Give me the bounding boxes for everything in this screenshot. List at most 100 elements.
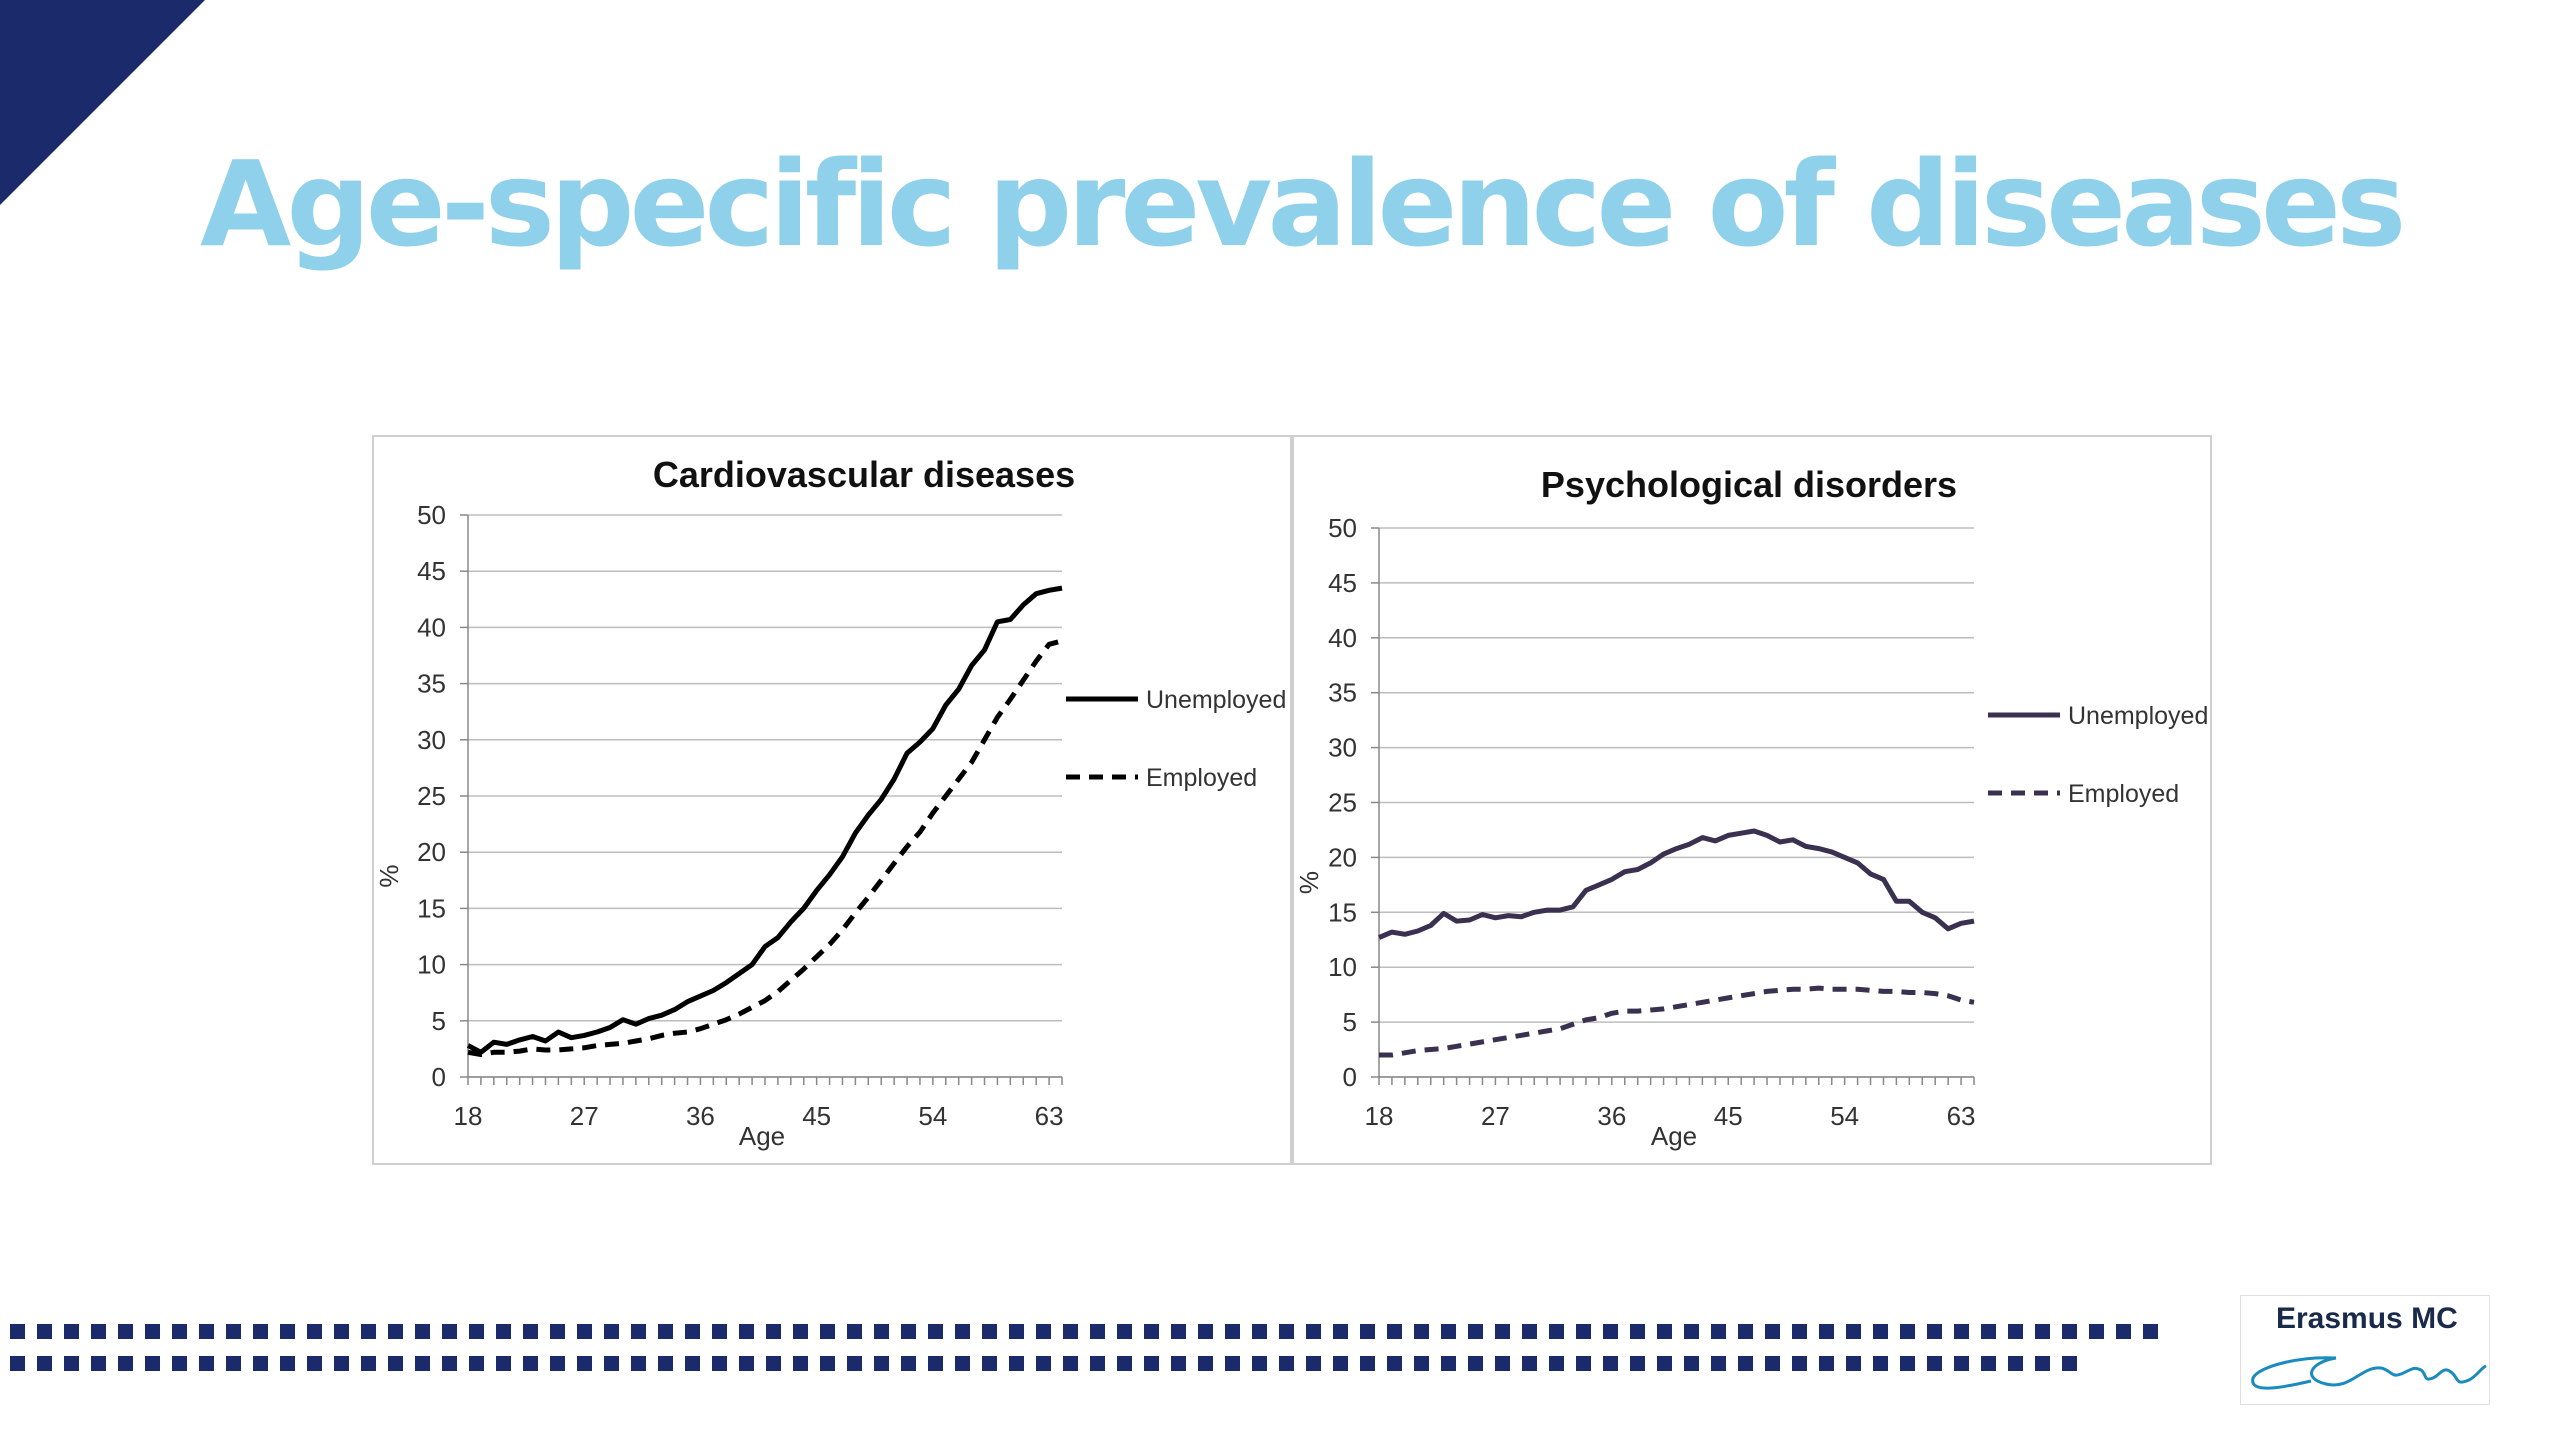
footer-dot <box>658 1356 673 1371</box>
footer-dot <box>901 1324 916 1339</box>
footer-dot <box>10 1324 25 1339</box>
psychological-chart: Psychological disorders 0 5 10 15 20 25 30 35 40 4… <box>1294 464 2208 1151</box>
y-tick-label: 25 <box>417 781 446 811</box>
footer-dot <box>1252 1324 1267 1339</box>
footer-dot <box>1279 1324 1294 1339</box>
footer-dot <box>658 1324 673 1339</box>
footer-dot <box>1684 1356 1699 1371</box>
footer-dot <box>550 1356 565 1371</box>
footer-dot <box>91 1356 106 1371</box>
footer-dot <box>982 1324 997 1339</box>
footer-dot <box>739 1356 754 1371</box>
footer-dot <box>469 1356 484 1371</box>
footer-dot <box>685 1324 700 1339</box>
footer-dot <box>496 1324 511 1339</box>
footer-dot <box>1819 1324 1834 1339</box>
y-tick-label: 35 <box>417 669 446 699</box>
footer-dot <box>928 1324 943 1339</box>
series-line-unemployed <box>466 585 1063 1055</box>
y-tick-label: 10 <box>417 950 446 980</box>
psychological-chart-panel: Psychological disorders 0 5 10 15 20 25 30 35 40 4… <box>1292 435 2212 1165</box>
footer-dot <box>1387 1356 1402 1371</box>
footer-dot <box>1927 1324 1942 1339</box>
footer-dot <box>388 1356 403 1371</box>
x-tick-label: 27 <box>1481 1101 1510 1131</box>
footer-dot <box>982 1356 997 1371</box>
footer-dot <box>1090 1356 1105 1371</box>
footer-dot <box>361 1324 376 1339</box>
footer-dot <box>1306 1324 1321 1339</box>
footer-dot <box>2062 1324 2077 1339</box>
footer-dot <box>631 1356 646 1371</box>
footer-dot <box>739 1324 754 1339</box>
x-axis-label: Age <box>1651 1121 1697 1151</box>
footer-dot <box>874 1324 889 1339</box>
y-tick-label: 5 <box>1343 1007 1357 1037</box>
footer-dot <box>631 1324 646 1339</box>
footer-dot <box>199 1356 214 1371</box>
y-tick-label: 40 <box>417 612 446 642</box>
footer-dot <box>712 1324 727 1339</box>
footer-dot <box>523 1356 538 1371</box>
footer-dot <box>1468 1356 1483 1371</box>
footer-dot <box>1333 1324 1348 1339</box>
footer-dot <box>550 1324 565 1339</box>
footer-dot <box>253 1324 268 1339</box>
footer-dot <box>1630 1356 1645 1371</box>
x-tick-label: 18 <box>454 1101 483 1131</box>
footer-dot <box>253 1356 268 1371</box>
footer-dot <box>2116 1324 2131 1339</box>
footer-dot <box>2008 1356 2023 1371</box>
y-tick-label: 45 <box>417 556 446 586</box>
footer-dot <box>2035 1324 2050 1339</box>
footer-dot <box>1171 1356 1186 1371</box>
x-tick-label: 63 <box>1035 1101 1064 1131</box>
footer-dot <box>1441 1324 1456 1339</box>
y-tick-label: 20 <box>417 837 446 867</box>
footer-dot <box>766 1356 781 1371</box>
footer-dot <box>37 1356 52 1371</box>
x-tick-label: 27 <box>570 1101 599 1131</box>
footer-dot <box>1900 1324 1915 1339</box>
footer-dot <box>442 1324 457 1339</box>
y-tick-label: 15 <box>417 893 446 923</box>
footer-dot <box>1711 1324 1726 1339</box>
y-tick-label: 30 <box>1328 733 1357 763</box>
footer-dot <box>1441 1356 1456 1371</box>
footer-dot <box>1387 1324 1402 1339</box>
legend-label: Employed <box>1146 764 1257 792</box>
footer-dot <box>1873 1356 1888 1371</box>
footer-dot <box>469 1324 484 1339</box>
y-tick-label: 35 <box>1328 678 1357 708</box>
signature-icon <box>2251 1356 2487 1390</box>
footer-dot <box>1360 1324 1375 1339</box>
footer-dot <box>2143 1324 2158 1339</box>
x-tick-label: 45 <box>1714 1101 1743 1131</box>
footer-dot <box>1414 1356 1429 1371</box>
footer-dot <box>1414 1324 1429 1339</box>
footer-dot <box>1036 1356 1051 1371</box>
footer-dot <box>1063 1356 1078 1371</box>
x-tick-label: 18 <box>1365 1101 1394 1131</box>
footer-dot <box>118 1356 133 1371</box>
footer-dot <box>1549 1324 1564 1339</box>
footer-dot <box>1171 1324 1186 1339</box>
footer-dot <box>820 1324 835 1339</box>
footer-dot <box>1225 1356 1240 1371</box>
footer-dot <box>1765 1324 1780 1339</box>
footer-dot <box>766 1324 781 1339</box>
footer-dot <box>577 1324 592 1339</box>
footer-dot <box>2062 1356 2077 1371</box>
footer-dot <box>334 1356 349 1371</box>
y-tick-label: 10 <box>1328 952 1357 982</box>
footer-dot <box>1981 1324 1996 1339</box>
footer-dot <box>496 1356 511 1371</box>
footer-dot <box>1252 1356 1267 1371</box>
cardiovascular-chart-panel: Cardiovascular diseases 0 5 10 15 20 25 30 35 40 4… <box>372 435 1292 1165</box>
y-tick-label: 20 <box>1328 842 1357 872</box>
series-line-employed <box>1379 985 1975 1058</box>
y-tick-label: 50 <box>417 500 446 530</box>
footer-dot <box>1468 1324 1483 1339</box>
footer-dot <box>604 1356 619 1371</box>
y-tick-label: 50 <box>1328 513 1357 543</box>
